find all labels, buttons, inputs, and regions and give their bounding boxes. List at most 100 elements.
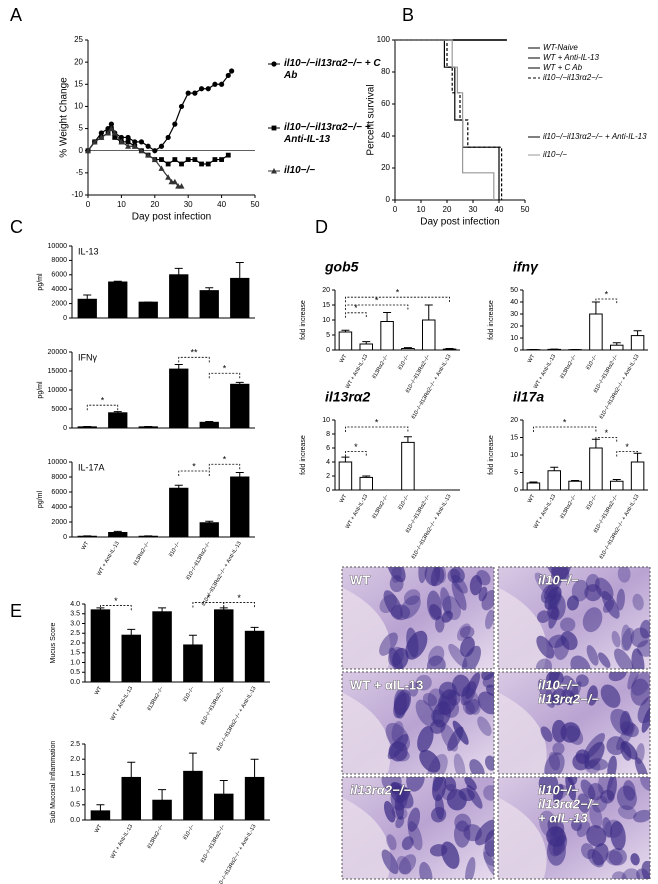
significance-bracket [178, 356, 210, 363]
legend-label: WT + Anti-IL-13 [543, 53, 599, 62]
bar [401, 441, 415, 491]
legend-label: il10−/−il13rα2−/− + Anti-IL-13 [543, 132, 647, 141]
error-bar [571, 480, 580, 482]
histology-label: WT + αIL-13 [350, 677, 423, 692]
x-tick-label: il10−/− [397, 494, 410, 511]
x-tick-label: 0 [86, 200, 91, 209]
panel-letter: C [10, 217, 23, 237]
y-tick-label: 0.5 [70, 802, 80, 809]
histology-panel: il10−/− [497, 566, 651, 670]
panel-border [497, 566, 651, 670]
crypt [600, 684, 621, 708]
crypt [536, 635, 555, 659]
error-bar [188, 752, 197, 772]
error-bar [550, 466, 559, 471]
x-tick-label: 10 [417, 205, 426, 214]
crypt [634, 757, 649, 774]
marker [178, 103, 185, 110]
y-tick-label: 20000 [48, 349, 68, 356]
crypt [544, 752, 565, 774]
chart-title: il13rα2 [325, 389, 370, 405]
crypt [589, 804, 603, 829]
crypt [598, 652, 611, 669]
crypt [393, 689, 412, 715]
crypt [586, 644, 599, 666]
crypt [640, 777, 650, 792]
crypt [560, 631, 578, 651]
error-bar [235, 262, 244, 279]
x-tick-label: il13Rα2−/− [372, 354, 391, 380]
error-bar [633, 330, 642, 336]
y-tick-label: 20 [74, 57, 83, 66]
crypt [539, 810, 559, 838]
crypt [540, 726, 553, 742]
error-bar [158, 607, 167, 612]
bar [90, 609, 111, 683]
series-line [87, 70, 233, 152]
marker [171, 178, 178, 185]
significance-label: * [396, 288, 400, 298]
y-tick-label: 1.5 [70, 771, 80, 778]
marker [225, 152, 231, 158]
crypt [406, 627, 419, 658]
x-tick-label: WT + Anti-IL-13 [533, 494, 557, 530]
y-tick-label: 10000 [48, 243, 68, 250]
crypt [462, 700, 475, 715]
marker [118, 134, 124, 141]
marker [178, 183, 185, 189]
crypt [383, 800, 396, 823]
legend-label: WT-Naive [543, 43, 578, 52]
crypt [485, 755, 494, 771]
crypt [608, 848, 627, 866]
bar [138, 301, 158, 319]
crypt [549, 591, 562, 610]
crypt [483, 785, 494, 801]
crypt [582, 607, 603, 633]
chart-title: IFNγ [78, 352, 97, 362]
marker [199, 161, 204, 167]
series-line [395, 39, 500, 200]
error-bar [113, 280, 122, 282]
y-tick-label: 10 [322, 317, 330, 324]
y-tick-label: 2 [326, 473, 330, 480]
y-tick-label: 6000 [51, 489, 67, 496]
crypt [606, 777, 617, 801]
crypt [396, 855, 412, 875]
marker [172, 157, 178, 162]
x-tick-label: il10−/− [585, 494, 598, 511]
y-axis-label: Mucus Score [50, 622, 57, 663]
bar [183, 644, 203, 683]
chart-title: il17a [513, 389, 544, 405]
error-bar [403, 347, 412, 349]
y-tick-label: 0 [63, 534, 67, 541]
significance-label: * [375, 417, 379, 427]
crypt [415, 699, 436, 727]
histology-panel: il13rα2−/− [341, 776, 495, 880]
crypt [620, 721, 639, 738]
y-tick-label: 0 [386, 195, 391, 204]
crypt [482, 673, 494, 688]
y-axis-label: Sub Mucosal Inflammation [50, 741, 57, 824]
y-axis-label: Percent survival [366, 84, 377, 155]
x-tick-label: il13Rα2−/− [560, 494, 579, 520]
x-tick-label: il13Rα2−/− [147, 824, 166, 850]
error-bar [113, 411, 122, 413]
y-axis-label: fold increase [300, 300, 307, 340]
error-bar [174, 364, 183, 370]
y-tick-label: 0 [63, 425, 67, 432]
crypt [540, 583, 559, 604]
y-tick-label: 80 [381, 67, 390, 76]
marker [159, 157, 164, 162]
crypt [406, 777, 425, 792]
crypt [483, 851, 494, 878]
y-tick-label: 2.5 [70, 741, 80, 748]
bar [108, 281, 128, 319]
bar [526, 482, 541, 491]
panel-border [497, 671, 651, 775]
crypt [537, 679, 555, 708]
crypt [608, 672, 627, 682]
y-tick-label: 15 [74, 79, 83, 88]
y-tick-label: 4000 [51, 286, 67, 293]
x-tick-label: 30 [184, 200, 193, 209]
marker [225, 72, 231, 79]
